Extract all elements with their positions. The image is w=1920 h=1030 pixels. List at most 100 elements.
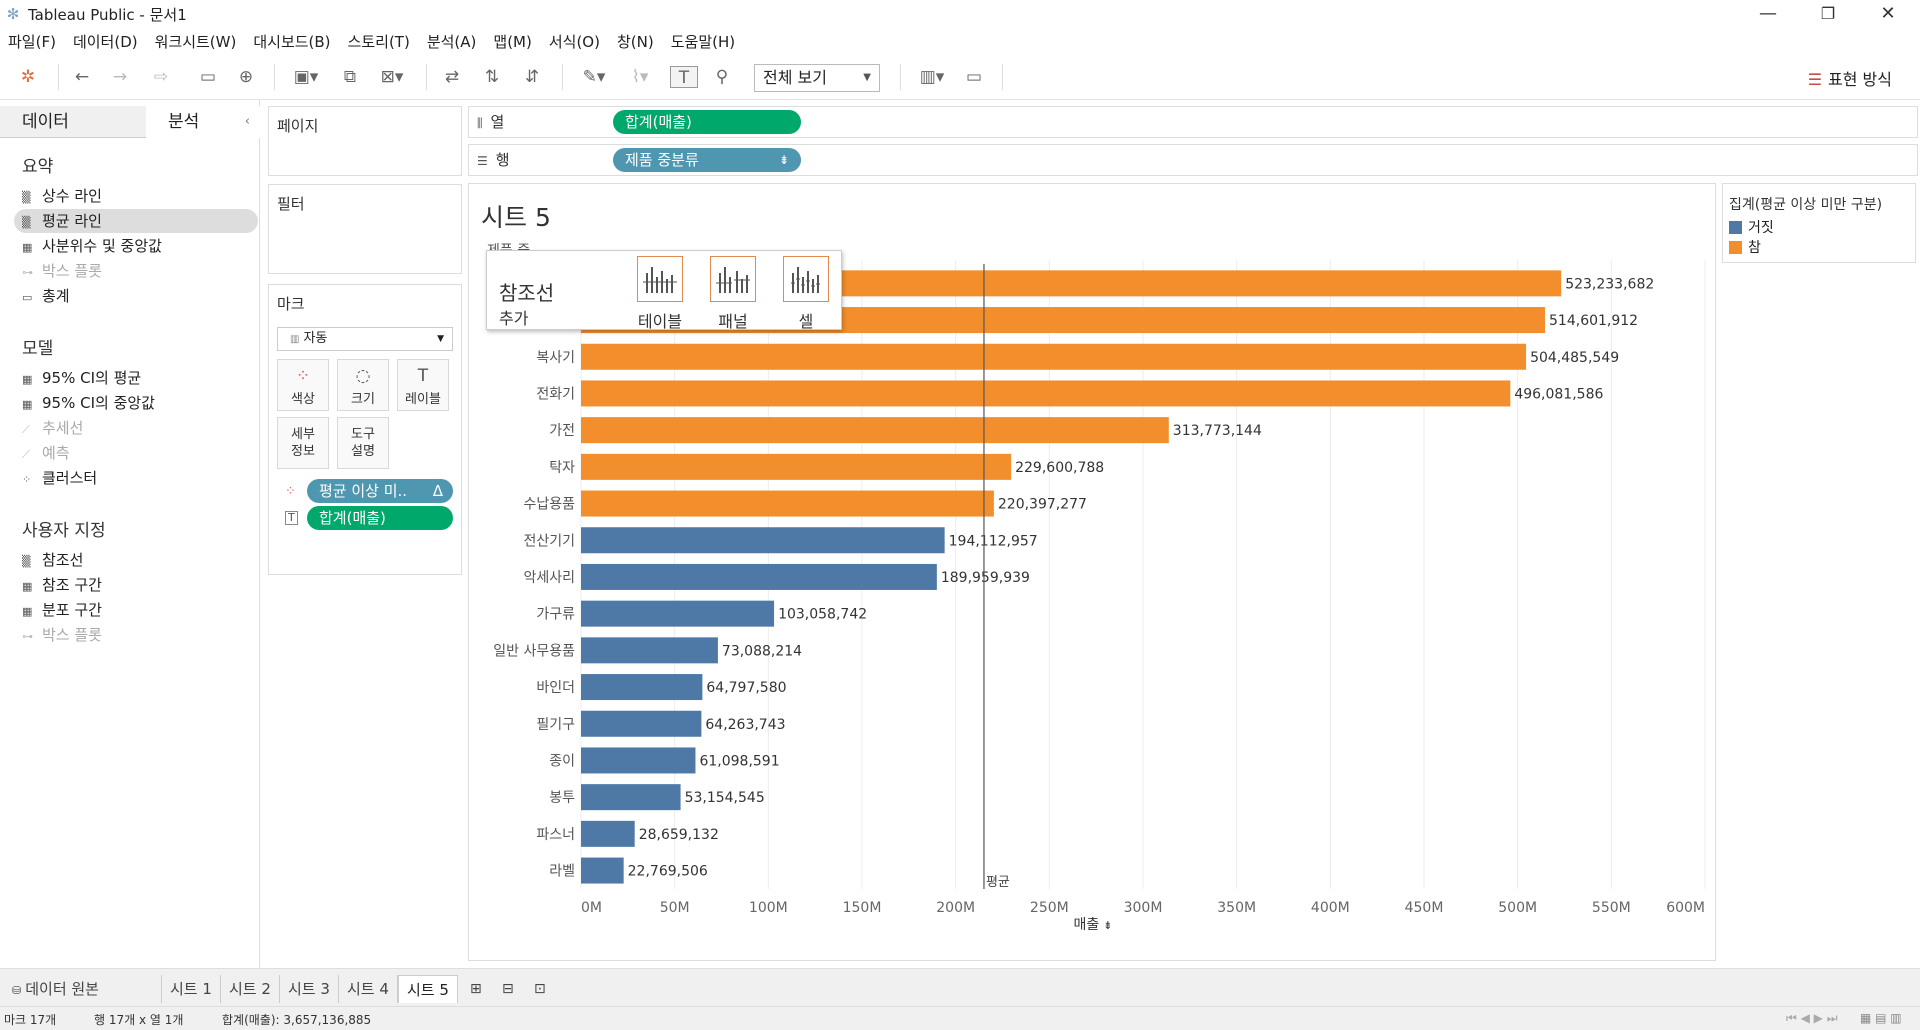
legend-item-false[interactable]: 거짓 <box>1729 220 1774 236</box>
tab-sheet-4[interactable]: 시트 4 <box>339 975 398 1003</box>
pill-rows-product-subcategory[interactable]: 제품 중분류 ⇟ <box>613 148 801 172</box>
category-label[interactable]: 라벨 <box>549 864 575 880</box>
color-button[interactable]: ⁘ 색상 <box>277 359 329 411</box>
clear-sheet-icon[interactable]: ⊠▾ <box>380 67 404 87</box>
analysis-item-cluster[interactable]: ⁘ 클러스터 <box>22 466 258 490</box>
swap-rows-columns-icon[interactable]: ⇄ <box>444 67 460 87</box>
legend-item-true[interactable]: 참 <box>1729 240 1761 256</box>
drop-target-cell[interactable]: 셀 <box>783 256 829 332</box>
category-label[interactable]: 일반 사무용품 <box>493 643 575 659</box>
new-dashboard-tab-icon[interactable]: ⊟ <box>502 981 514 997</box>
category-label[interactable]: 종이 <box>549 753 575 769</box>
menu-worksheet[interactable]: 워크시트(W) <box>154 32 237 51</box>
color-legend[interactable]: 집계(평균 이상 미만 구분) 거짓 참 <box>1722 183 1916 263</box>
bar[interactable] <box>581 784 681 811</box>
analysis-item-reference-line[interactable]: ▒ 참조선 <box>22 548 258 572</box>
bar[interactable] <box>581 527 945 554</box>
menu-help[interactable]: 도움말(H) <box>670 32 736 51</box>
tab-analysis[interactable]: 분석 ‹ <box>146 106 260 138</box>
show-labels-icon[interactable]: T <box>670 66 698 88</box>
new-story-tab-icon[interactable]: ⊡ <box>534 981 546 997</box>
view-mode-icons[interactable]: ▦ ▤ ▥ <box>1860 1011 1902 1025</box>
analysis-item-average-line[interactable]: ▒ 평균 라인 <box>14 209 258 233</box>
label-button[interactable]: T 레이블 <box>397 359 449 411</box>
pages-card[interactable]: 페이지 <box>268 106 462 176</box>
pill-sum-sales-label[interactable]: 합계(매출) <box>307 506 453 530</box>
bar[interactable] <box>581 453 1012 480</box>
category-label[interactable]: 가구류 <box>536 607 575 623</box>
category-label[interactable]: 필기구 <box>536 717 575 733</box>
bar[interactable] <box>581 490 994 517</box>
tooltip-button[interactable]: 도구 설명 <box>337 417 389 469</box>
restore-button[interactable]: ❐ <box>1820 4 1836 23</box>
pill-above-below-avg[interactable]: 평균 이상 미.. Δ <box>307 479 453 503</box>
tab-sheet-2[interactable]: 시트 2 <box>221 975 280 1003</box>
category-label[interactable]: 전화기 <box>536 386 575 402</box>
tab-data[interactable]: 데이터 <box>0 106 146 138</box>
show-cards-icon[interactable]: ▥▾ <box>919 67 945 87</box>
sheet-title[interactable]: 시트 5 <box>481 203 551 232</box>
drop-target-table[interactable]: 테이블 <box>637 256 683 332</box>
analysis-item-reference-band[interactable]: ▦ 참조 구간 <box>22 573 258 597</box>
sort-ascending-icon[interactable]: ⇅ <box>484 67 500 87</box>
category-label[interactable]: 수납용품 <box>523 497 575 513</box>
category-label[interactable]: 파스너 <box>536 827 575 843</box>
analysis-item-quartiles[interactable]: ▦ 사분위수 및 중앙값 <box>22 234 258 258</box>
tab-sheet-5[interactable]: 시트 5 <box>398 975 458 1003</box>
bar[interactable] <box>581 857 624 884</box>
rows-shelf[interactable]: ☰ 행 제품 중분류 ⇟ <box>468 144 1918 176</box>
collapse-pane-icon[interactable]: ‹ <box>244 114 250 129</box>
new-worksheet-tab-icon[interactable]: ⊞ <box>470 981 482 997</box>
bar[interactable] <box>581 747 696 774</box>
presentation-mode-icon[interactable]: ▭ <box>965 67 983 87</box>
category-label[interactable]: 가전 <box>549 423 575 439</box>
menu-file[interactable]: 파일(F) <box>8 32 56 51</box>
menu-story[interactable]: 스토리(T) <box>347 32 410 51</box>
category-label[interactable]: 봉투 <box>549 790 575 806</box>
analysis-item-constant-line[interactable]: ▒ 상수 라인 <box>22 184 258 208</box>
bar[interactable] <box>581 600 775 627</box>
category-label[interactable]: 전산기기 <box>523 533 575 549</box>
new-data-source-icon[interactable]: ⊕ <box>238 67 254 87</box>
bar[interactable] <box>581 380 1511 407</box>
menu-map[interactable]: 맵(M) <box>493 32 532 51</box>
bar[interactable] <box>581 637 718 664</box>
menu-window[interactable]: 창(N) <box>616 32 654 51</box>
category-label[interactable]: 탁자 <box>549 460 575 476</box>
menu-data[interactable]: 데이터(D) <box>72 32 138 51</box>
show-me-button[interactable]: ☰ 표현 방식 <box>1808 66 1892 90</box>
tableau-home-icon[interactable]: ✲ <box>20 67 36 87</box>
bar[interactable] <box>581 417 1169 444</box>
size-button[interactable]: ◌ 크기 <box>337 359 389 411</box>
analysis-item-ci-median[interactable]: ▦ 95% CI의 중앙값 <box>22 391 258 415</box>
undo-icon[interactable]: ← <box>74 67 90 87</box>
new-worksheet-icon[interactable]: ▣▾ <box>293 67 319 87</box>
redo-icon[interactable]: → <box>112 67 128 87</box>
category-label[interactable]: 바인더 <box>536 680 575 696</box>
bar[interactable] <box>581 674 703 701</box>
analysis-item-totals[interactable]: ▭ 총계 <box>22 284 258 308</box>
analysis-item-ci-mean[interactable]: ▦ 95% CI의 평균 <box>22 366 258 390</box>
bar[interactable] <box>581 710 702 737</box>
category-label[interactable]: 복사기 <box>536 350 575 366</box>
sort-descending-icon[interactable]: ⇵ <box>524 67 540 87</box>
save-icon[interactable]: ▭ <box>199 67 217 87</box>
replay-icon[interactable]: ⇨ <box>153 67 169 87</box>
duplicate-sheet-icon[interactable]: ⧉ <box>343 67 357 87</box>
group-members-icon[interactable]: ⌇▾ <box>631 67 649 87</box>
fix-axes-icon[interactable]: ⚲ <box>715 67 729 87</box>
menu-format[interactable]: 서식(O) <box>548 32 600 51</box>
category-label[interactable]: 악세사리 <box>523 570 575 586</box>
mark-type-select[interactable]: ▥ 자동 ▼ <box>277 327 453 351</box>
filters-card[interactable]: 필터 <box>268 184 462 274</box>
drop-target-pane[interactable]: 패널 <box>710 256 756 332</box>
bar[interactable] <box>581 563 937 590</box>
tab-sheet-1[interactable]: 시트 1 <box>162 975 221 1003</box>
tab-sheet-3[interactable]: 시트 3 <box>280 975 339 1003</box>
tab-data-source[interactable]: ⛁ 데이터 원본 <box>4 975 162 1003</box>
bar[interactable] <box>581 820 635 847</box>
analysis-item-distribution-band[interactable]: ▦ 분포 구간 <box>22 598 258 622</box>
bar[interactable] <box>581 343 1527 370</box>
detail-button[interactable]: 세부 정보 <box>277 417 329 469</box>
tab-navigation-icons[interactable]: ⏮ ◀ ▶ ⏭ <box>1786 1011 1838 1025</box>
